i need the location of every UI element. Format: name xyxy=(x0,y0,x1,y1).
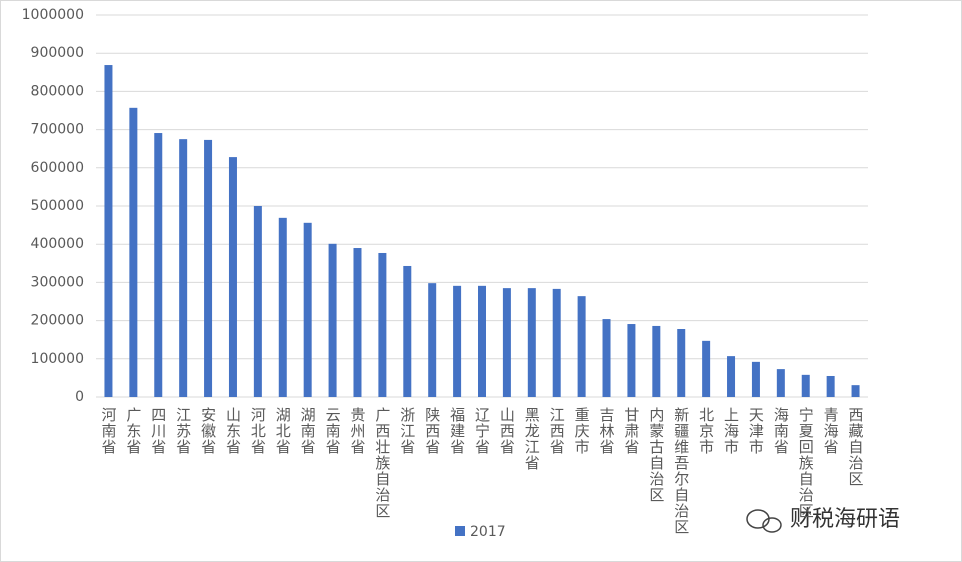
x-tick-label: 西藏自治区 xyxy=(847,407,865,487)
y-tick-label: 800000 xyxy=(31,83,84,99)
y-tick-label: 400000 xyxy=(31,236,84,252)
bar xyxy=(228,157,237,397)
x-tick-label: 江西省 xyxy=(548,407,566,455)
y-tick-label: 600000 xyxy=(31,160,84,176)
bar xyxy=(278,217,287,397)
x-tick-label: 青海省 xyxy=(822,407,840,455)
bar xyxy=(502,288,511,397)
x-tick-label: 广西壮族自治区 xyxy=(373,407,391,519)
x-tick-label: 贵州省 xyxy=(348,407,366,455)
bar xyxy=(129,107,138,398)
bar xyxy=(627,324,636,397)
bar xyxy=(253,206,262,397)
bar xyxy=(179,139,188,397)
legend-label: 2017 xyxy=(470,524,506,540)
bar xyxy=(801,374,810,397)
bar xyxy=(154,133,163,397)
x-tick-label: 天津市 xyxy=(747,407,765,455)
bar xyxy=(428,283,437,397)
x-tick-label: 陕西省 xyxy=(423,407,441,455)
x-tick-label: 安徽省 xyxy=(199,407,217,455)
x-tick-label: 山西省 xyxy=(498,407,516,455)
bar xyxy=(104,65,113,398)
bar xyxy=(353,248,362,397)
y-tick-label: 0 xyxy=(75,389,84,405)
x-tick-label: 甘肃省 xyxy=(622,407,640,455)
x-tick-label: 河南省 xyxy=(99,407,117,455)
x-tick-label: 辽宁省 xyxy=(473,407,491,455)
x-tick-label: 黑龙江省 xyxy=(523,407,541,471)
x-tick-label: 内蒙古自治区 xyxy=(647,407,665,503)
y-tick-label: 100000 xyxy=(31,351,84,367)
x-tick-label: 宁夏回族自治区 xyxy=(797,407,815,519)
x-tick-label: 上海市 xyxy=(722,407,740,455)
bar xyxy=(677,329,686,397)
y-tick-label: 700000 xyxy=(31,122,84,138)
y-tick-label: 900000 xyxy=(31,45,84,61)
bar xyxy=(453,285,462,397)
x-tick-label: 湖南省 xyxy=(299,407,317,455)
x-tick-label: 福建省 xyxy=(448,407,466,455)
x-tick-label: 吉林省 xyxy=(598,407,616,455)
bar xyxy=(478,285,486,397)
x-tick-label: 广东省 xyxy=(124,407,142,455)
x-tick-label: 江苏省 xyxy=(174,407,192,455)
legend-swatch xyxy=(455,526,465,536)
bar xyxy=(328,243,337,397)
bar xyxy=(378,252,387,397)
bar xyxy=(403,265,412,397)
x-tick-label: 山东省 xyxy=(224,407,242,455)
bar xyxy=(552,288,561,397)
x-tick-label: 湖北省 xyxy=(274,407,292,455)
x-tick-label: 新疆维吾尔自治区 xyxy=(672,407,690,535)
y-tick-label: 200000 xyxy=(31,313,84,329)
bar xyxy=(702,340,711,397)
y-tick-label: 1000000 xyxy=(22,7,84,23)
x-tick-label: 北京市 xyxy=(697,407,715,455)
bar xyxy=(204,139,213,397)
bar xyxy=(652,325,661,397)
bar xyxy=(776,369,785,397)
bar xyxy=(527,288,536,397)
x-tick-label: 海南省 xyxy=(772,407,790,455)
y-tick-label: 300000 xyxy=(31,274,84,290)
bar xyxy=(751,361,760,397)
bar xyxy=(826,375,835,397)
x-tick-label: 河北省 xyxy=(249,407,267,455)
x-tick-label: 云南省 xyxy=(324,407,342,455)
bar xyxy=(602,319,611,397)
watermark-icon xyxy=(746,509,782,533)
y-tick-label: 500000 xyxy=(31,198,84,214)
x-tick-label: 浙江省 xyxy=(398,407,416,455)
x-tick-label: 重庆市 xyxy=(573,407,591,455)
bar xyxy=(851,385,860,397)
watermark: 财税海研语 xyxy=(790,507,900,532)
x-tick-label: 四川省 xyxy=(149,407,167,455)
bar xyxy=(577,296,586,397)
bar xyxy=(727,356,736,397)
bar xyxy=(303,222,312,397)
